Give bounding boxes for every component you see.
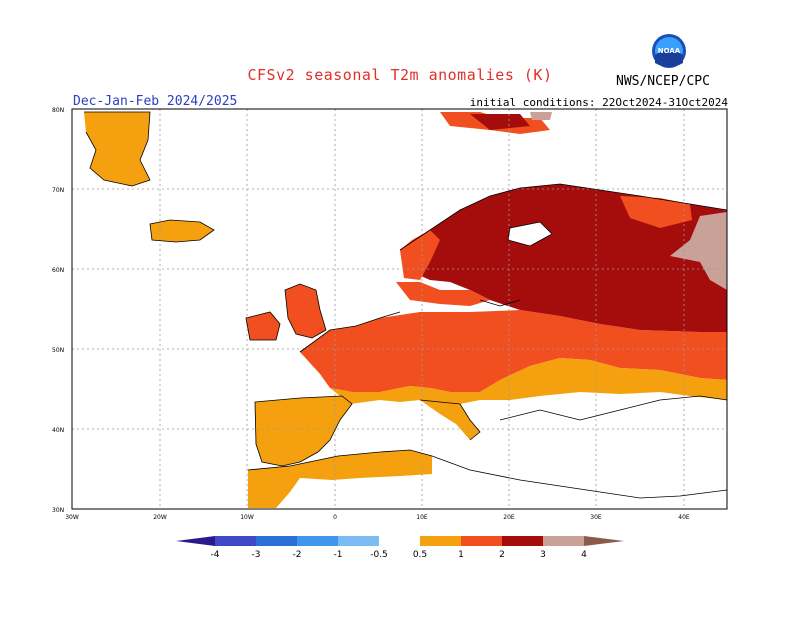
color-legend: -4 -3 -2 -1 -0.5 0.5 1 2 3 4	[176, 536, 624, 560]
legend-arrow-low	[176, 536, 215, 546]
initial-conditions-label: initial conditions: 22Oct2024-31Oct2024	[469, 96, 728, 109]
lon-label-0: 0	[333, 514, 337, 521]
anomaly-field	[84, 112, 727, 508]
legend-swatch-8	[502, 536, 543, 546]
lon-label-40e: 40E	[678, 514, 690, 521]
legend-label-m3: -3	[252, 550, 261, 560]
legend-label-m2: -2	[293, 550, 302, 560]
lat-label-80n: 80N	[52, 107, 64, 114]
graticule	[72, 109, 727, 509]
legend-swatch-6	[420, 536, 461, 546]
noaa-logo: NOAA	[652, 34, 686, 68]
legend-label-p4: 4	[581, 550, 587, 560]
legend-swatch-2	[256, 536, 297, 546]
legend-swatch-5	[379, 536, 420, 546]
map-frame	[71, 108, 728, 510]
lon-label-20e: 20E	[503, 514, 515, 521]
lat-label-30n: 30N	[52, 507, 64, 514]
lon-label-30w: 30W	[65, 514, 79, 521]
legend-swatch-1	[215, 536, 256, 546]
map-title: CFSv2 seasonal T2m anomalies (K)	[247, 66, 553, 84]
lon-label-20w: 20W	[153, 514, 167, 521]
legend-label-p05: 0.5	[413, 550, 427, 560]
coastlines	[84, 111, 728, 499]
legend-label-m4: -4	[211, 550, 220, 560]
lat-label-60n: 60N	[52, 267, 64, 274]
legend-label-m1: -1	[334, 550, 343, 560]
lon-label-10e: 10E	[416, 514, 428, 521]
lon-label-30e: 30E	[590, 514, 602, 521]
legend-label-m05: -0.5	[370, 550, 388, 560]
season-label: Dec-Jan-Feb 2024/2025	[73, 94, 238, 109]
legend-swatch-3	[297, 536, 338, 546]
legend-swatch-4	[338, 536, 379, 546]
legend-arrow-high	[584, 536, 624, 546]
legend-label-p1: 1	[458, 550, 464, 560]
latitude-labels: 80N 70N 60N 50N 40N 30N	[52, 107, 64, 514]
legend-label-p3: 3	[540, 550, 546, 560]
lon-label-10w: 10W	[240, 514, 254, 521]
agency-label: NWS/NCEP/CPC	[616, 74, 710, 89]
lat-label-70n: 70N	[52, 187, 64, 194]
legend-label-p2: 2	[499, 550, 505, 560]
lat-label-40n: 40N	[52, 427, 64, 434]
longitude-labels: 30W 20W 10W 0 10E 20E 30E 40E	[65, 514, 690, 521]
logo-text: NOAA	[658, 47, 681, 55]
legend-swatch-7	[461, 536, 502, 546]
lat-label-50n: 50N	[52, 347, 64, 354]
legend-swatch-9	[543, 536, 584, 546]
